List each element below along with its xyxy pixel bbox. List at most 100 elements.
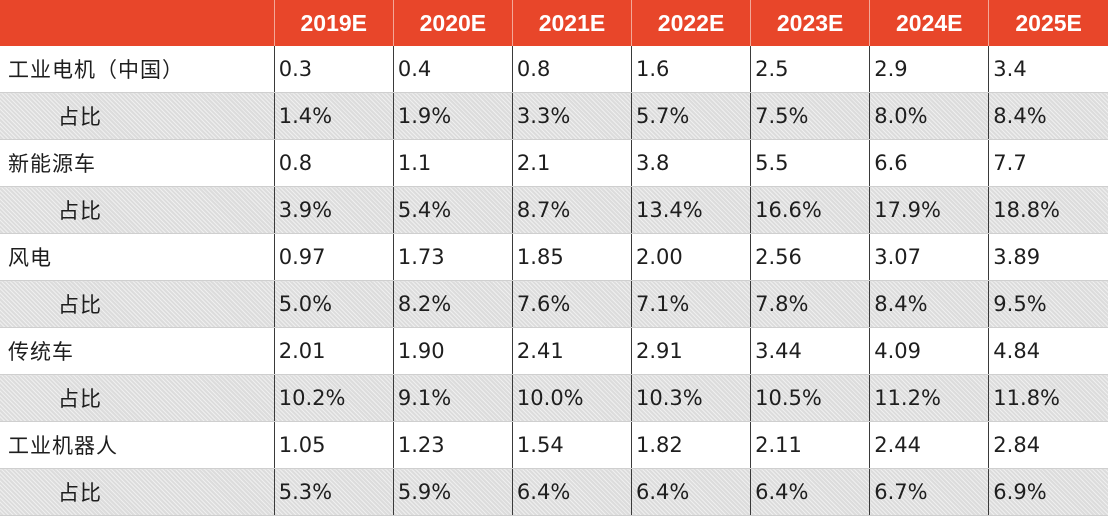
header-year-2024: 2024E (869, 0, 990, 46)
share-row: 占比 3.9% 5.4% 8.7% 13.4% 16.6% 17.9% 18.8% (0, 186, 1108, 234)
table-cell-2019E: 0.8 (273, 139, 394, 187)
share-row: 占比 5.0% 8.2% 7.6% 7.1% 7.8% 8.4% 9.5% (0, 280, 1108, 328)
table-cell-2023E: 7.8% (750, 280, 870, 328)
table-cell-2021E: 3.3% (511, 92, 632, 140)
table-cell-2023E: 2.11 (750, 421, 870, 469)
table-cell-2019E: 3.9% (273, 186, 394, 234)
table-cell-2021E: 8.7% (511, 186, 632, 234)
table-body: 工业电机（中国） 0.3 0.4 0.8 1.6 2.5 2.9 3.4 占比 1.4% 1.9% 3… (0, 46, 1108, 516)
table-cell-2019E: 5.0% (273, 280, 394, 328)
category-label-cell: 风电 (0, 233, 275, 281)
table-cell-2023E: 2.5 (750, 46, 870, 93)
header-year-2025: 2025E (988, 0, 1108, 46)
table-cell-2022E: 2.00 (631, 233, 751, 281)
table-cell-2025E: 7.7 (988, 139, 1108, 187)
table-cell-2020E: 5.4% (392, 186, 513, 234)
table-cell-2021E: 1.85 (511, 233, 632, 281)
table-cell-2021E: 1.54 (511, 421, 632, 469)
table-cell-2019E: 0.97 (273, 233, 394, 281)
table-cell-2025E: 3.4 (988, 46, 1108, 93)
table-cell-2025E: 3.89 (988, 233, 1108, 281)
table-cell-2024E: 4.09 (869, 327, 989, 375)
table-cell-2019E: 5.3% (273, 468, 394, 516)
header-year-2023: 2023E (750, 0, 871, 46)
table-cell-2022E: 13.4% (631, 186, 751, 234)
table-cell-2020E: 0.4 (392, 46, 513, 93)
table-cell-2022E: 6.4% (631, 468, 751, 516)
table-cell-2023E: 10.5% (750, 374, 870, 422)
value-row: 新能源车 0.8 1.1 2.1 3.8 5.5 6.6 7.7 (0, 139, 1108, 187)
header-corner-cell (0, 0, 275, 46)
table-cell-2024E: 6.7% (869, 468, 989, 516)
table-cell-2024E: 2.9 (869, 46, 989, 93)
table-cell-2019E: 1.05 (273, 421, 394, 469)
header-row: 2019E 2020E 2021E 2022E 2023E 2024E 2025… (0, 0, 1108, 46)
table-cell-2022E: 5.7% (631, 92, 751, 140)
share-row: 占比 1.4% 1.9% 3.3% 5.7% 7.5% 8.0% 8.4% (0, 92, 1108, 140)
table-cell-2025E: 6.9% (988, 468, 1108, 516)
table-cell-2019E: 0.3 (273, 46, 394, 93)
table-cell-2025E: 9.5% (988, 280, 1108, 328)
table-cell-2022E: 2.91 (631, 327, 751, 375)
table-cell-2022E: 10.3% (631, 374, 751, 422)
value-row: 工业机器人 1.05 1.23 1.54 1.82 2.11 2.44 2.84 (0, 421, 1108, 469)
table-cell-2022E: 1.82 (631, 421, 751, 469)
category-label-cell: 新能源车 (0, 139, 275, 187)
category-label-cell: 工业机器人 (0, 421, 275, 469)
table-cell-2021E: 7.6% (511, 280, 632, 328)
value-row: 风电 0.97 1.73 1.85 2.00 2.56 3.07 3.89 (0, 233, 1108, 281)
table-cell-2024E: 2.44 (869, 421, 989, 469)
table-cell-2023E: 2.56 (750, 233, 870, 281)
table-cell-2019E: 2.01 (273, 327, 394, 375)
table-cell-2024E: 11.2% (869, 374, 989, 422)
header-year-2021: 2021E (512, 0, 633, 46)
table-cell-2022E: 3.8 (631, 139, 751, 187)
table-cell-2019E: 10.2% (273, 374, 394, 422)
share-row: 占比 10.2% 9.1% 10.0% 10.3% 10.5% 11.2% 11.8% (0, 374, 1108, 422)
table-cell-2019E: 1.4% (273, 92, 394, 140)
table-cell-2025E: 4.84 (988, 327, 1108, 375)
category-label-cell: 传统车 (0, 327, 275, 375)
header-year-2022: 2022E (631, 0, 752, 46)
table-cell-2023E: 5.5 (750, 139, 870, 187)
table-cell-2023E: 7.5% (750, 92, 870, 140)
table-cell-2021E: 2.1 (511, 139, 632, 187)
table-cell-2020E: 9.1% (392, 374, 513, 422)
table-cell-2025E: 11.8% (988, 374, 1108, 422)
table-cell-2021E: 6.4% (511, 468, 632, 516)
value-row: 传统车 2.01 1.90 2.41 2.91 3.44 4.09 4.84 (0, 327, 1108, 375)
category-label-cell: 工业电机（中国） (0, 46, 275, 93)
value-row: 工业电机（中国） 0.3 0.4 0.8 1.6 2.5 2.9 3.4 (0, 46, 1108, 93)
share-label-cell: 占比 (0, 374, 275, 422)
table-cell-2025E: 8.4% (988, 92, 1108, 140)
table-cell-2020E: 1.23 (392, 421, 513, 469)
table-cell-2020E: 1.73 (392, 233, 513, 281)
table-cell-2024E: 8.4% (869, 280, 989, 328)
table-cell-2021E: 0.8 (511, 46, 632, 93)
table-cell-2021E: 2.41 (511, 327, 632, 375)
table-cell-2024E: 8.0% (869, 92, 989, 140)
share-label-cell: 占比 (0, 92, 275, 140)
table-cell-2022E: 7.1% (631, 280, 751, 328)
share-label-cell: 占比 (0, 186, 275, 234)
table-cell-2024E: 3.07 (869, 233, 989, 281)
header-year-2019: 2019E (274, 0, 394, 46)
table-cell-2022E: 1.6 (631, 46, 751, 93)
header-year-2020: 2020E (393, 0, 513, 46)
table-cell-2020E: 1.9% (392, 92, 513, 140)
table-header: 2019E 2020E 2021E 2022E 2023E 2024E 2025… (0, 0, 1108, 46)
table-cell-2023E: 6.4% (750, 468, 870, 516)
table-cell-2024E: 6.6 (869, 139, 989, 187)
table-cell-2020E: 5.9% (392, 468, 513, 516)
table-cell-2020E: 8.2% (392, 280, 513, 328)
table-cell-2025E: 18.8% (988, 186, 1108, 234)
share-row: 占比 5.3% 5.9% 6.4% 6.4% 6.4% 6.7% 6.9% (0, 468, 1108, 516)
table-cell-2023E: 16.6% (750, 186, 870, 234)
table-cell-2023E: 3.44 (750, 327, 870, 375)
table-cell-2020E: 1.90 (392, 327, 513, 375)
share-label-cell: 占比 (0, 468, 275, 516)
table-cell-2021E: 10.0% (511, 374, 632, 422)
table-cell-2025E: 2.84 (988, 421, 1108, 469)
table-cell-2020E: 1.1 (392, 139, 513, 187)
